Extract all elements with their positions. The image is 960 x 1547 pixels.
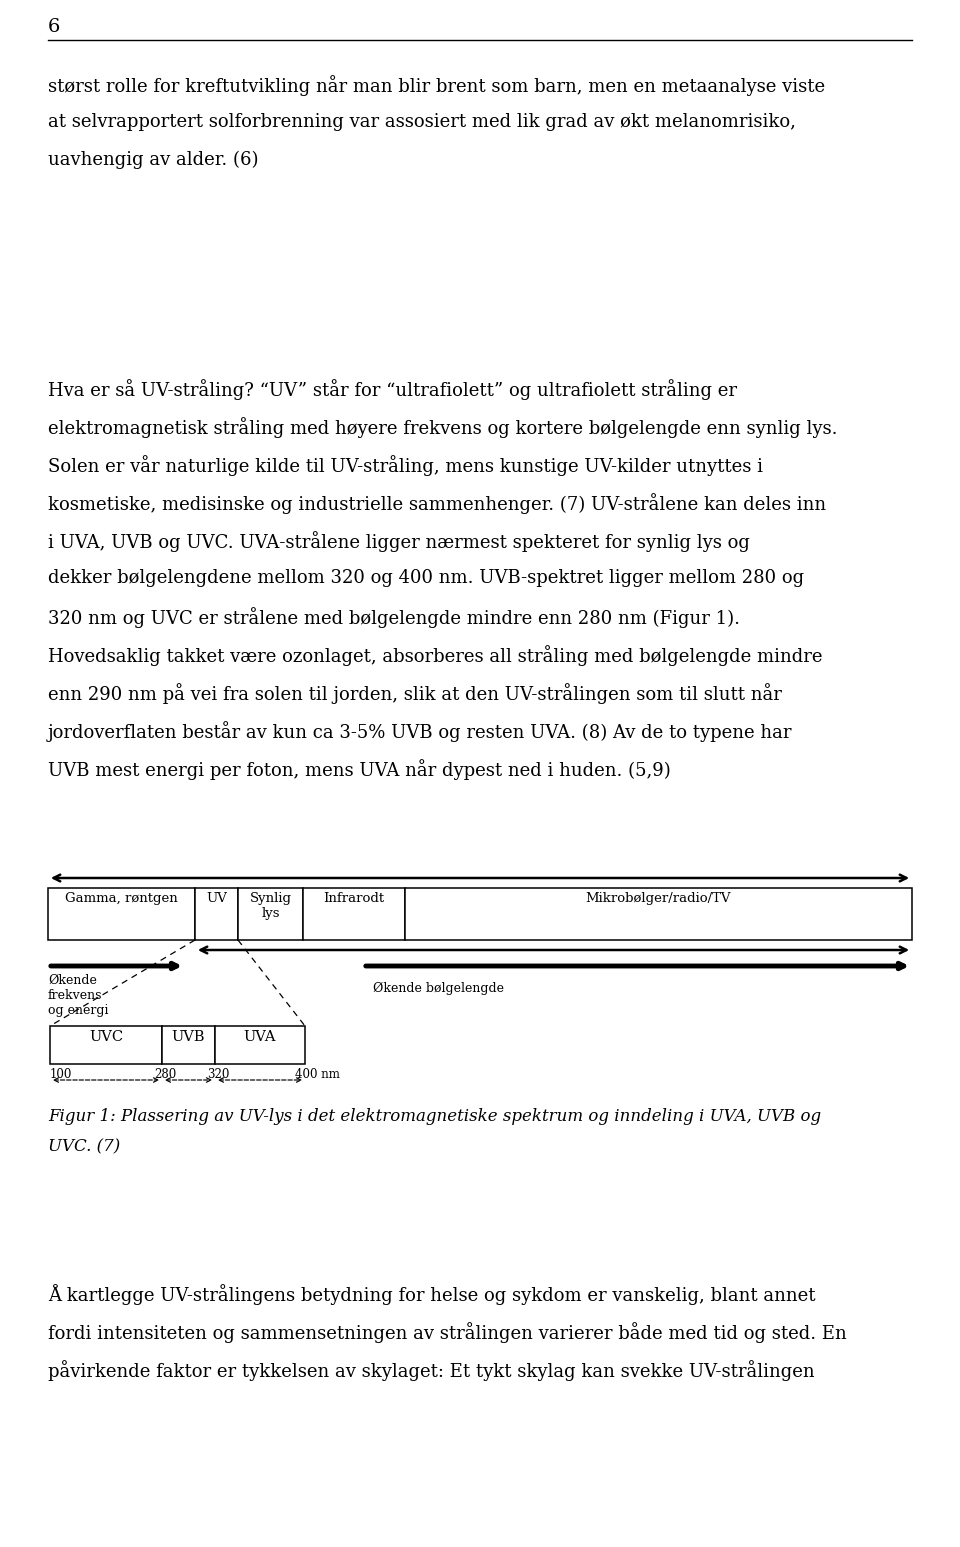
Text: uavhengig av alder. (6): uavhengig av alder. (6): [48, 152, 258, 169]
Bar: [303, 888, 405, 941]
Text: UVC. (7): UVC. (7): [48, 1139, 120, 1156]
Text: 320: 320: [207, 1067, 229, 1081]
Text: påvirkende faktor er tykkelsen av skylaget: Et tykt skylag kan svekke UV-strålin: påvirkende faktor er tykkelsen av skylag…: [48, 1360, 815, 1381]
Text: Solen er vår naturlige kilde til UV-stråling, mens kunstige UV-kilder utnyttes i: Solen er vår naturlige kilde til UV-strå…: [48, 455, 763, 476]
Text: elektromagnetisk stråling med høyere frekvens og kortere bølgelengde enn synlig : elektromagnetisk stråling med høyere fre…: [48, 418, 837, 438]
Text: 100: 100: [50, 1067, 72, 1081]
Text: 320 nm og UVC er strålene med bølgelengde mindre enn 280 nm (Figur 1).: 320 nm og UVC er strålene med bølgelengd…: [48, 606, 740, 628]
Text: Infrarodt: Infrarodt: [324, 893, 385, 905]
Text: fordi intensiteten og sammensetningen av strålingen varierer både med tid og ste: fordi intensiteten og sammensetningen av…: [48, 1323, 847, 1343]
Text: Synlig
lys: Synlig lys: [250, 893, 292, 920]
Text: Hovedsaklig takket være ozonlaget, absorberes all stråling med bølgelengde mindr: Hovedsaklig takket være ozonlaget, absor…: [48, 645, 823, 665]
Text: jordoverflaten består av kun ca 3-5% UVB og resten UVA. (8) Av de to typene har: jordoverflaten består av kun ca 3-5% UVB…: [48, 721, 793, 743]
Text: Gamma, røntgen: Gamma, røntgen: [65, 893, 178, 905]
Text: UV: UV: [206, 893, 227, 905]
Text: Økende bølgelengde: Økende bølgelengde: [373, 982, 504, 995]
Text: 6: 6: [48, 19, 60, 36]
Bar: [405, 888, 912, 941]
Text: UVB: UVB: [172, 1030, 205, 1044]
Text: enn 290 nm på vei fra solen til jorden, slik at den UV-strålingen som til slutt : enn 290 nm på vei fra solen til jorden, …: [48, 682, 781, 704]
Text: Å kartlegge UV-strålingens betydning for helse og sykdom er vanskelig, blant ann: Å kartlegge UV-strålingens betydning for…: [48, 1284, 815, 1306]
Text: i UVA, UVB og UVC. UVA-strålene ligger nærmest spekteret for synlig lys og: i UVA, UVB og UVC. UVA-strålene ligger n…: [48, 531, 750, 552]
Bar: [162, 1026, 215, 1064]
Text: dekker bølgelengdene mellom 320 og 400 nm. UVB-spektret ligger mellom 280 og: dekker bølgelengdene mellom 320 og 400 n…: [48, 569, 804, 586]
Text: UVB mest energi per foton, mens UVA når dypest ned i huden. (5,9): UVB mest energi per foton, mens UVA når …: [48, 760, 671, 780]
Bar: [195, 888, 238, 941]
Text: kosmetiske, medisinske og industrielle sammenhenger. (7) UV-strålene kan deles i: kosmetiske, medisinske og industrielle s…: [48, 493, 827, 514]
Text: Figur 1: Plassering av UV-lys i det elektromagnetiske spektrum og inndeling i UV: Figur 1: Plassering av UV-lys i det elek…: [48, 1108, 821, 1125]
Text: 400 nm: 400 nm: [295, 1067, 340, 1081]
Bar: [215, 1026, 305, 1064]
Text: størst rolle for kreftutvikling når man blir brent som barn, men en metaanalyse : størst rolle for kreftutvikling når man …: [48, 74, 826, 96]
Text: 280: 280: [154, 1067, 177, 1081]
Bar: [48, 888, 195, 941]
Text: UVA: UVA: [244, 1030, 276, 1044]
Bar: [50, 1026, 162, 1064]
Text: Økende
frekvens
og energi: Økende frekvens og energi: [48, 975, 108, 1016]
Text: Hva er så UV-stråling? “UV” står for “ultrafiolett” og ultrafiolett stråling er: Hva er så UV-stråling? “UV” står for “ul…: [48, 379, 737, 401]
Bar: [238, 888, 303, 941]
Text: Mikrobølger/radio/TV: Mikrobølger/radio/TV: [586, 893, 732, 905]
Text: UVC: UVC: [89, 1030, 123, 1044]
Text: at selvrapportert solforbrenning var assosiert med lik grad av økt melanomrisiko: at selvrapportert solforbrenning var ass…: [48, 113, 796, 131]
